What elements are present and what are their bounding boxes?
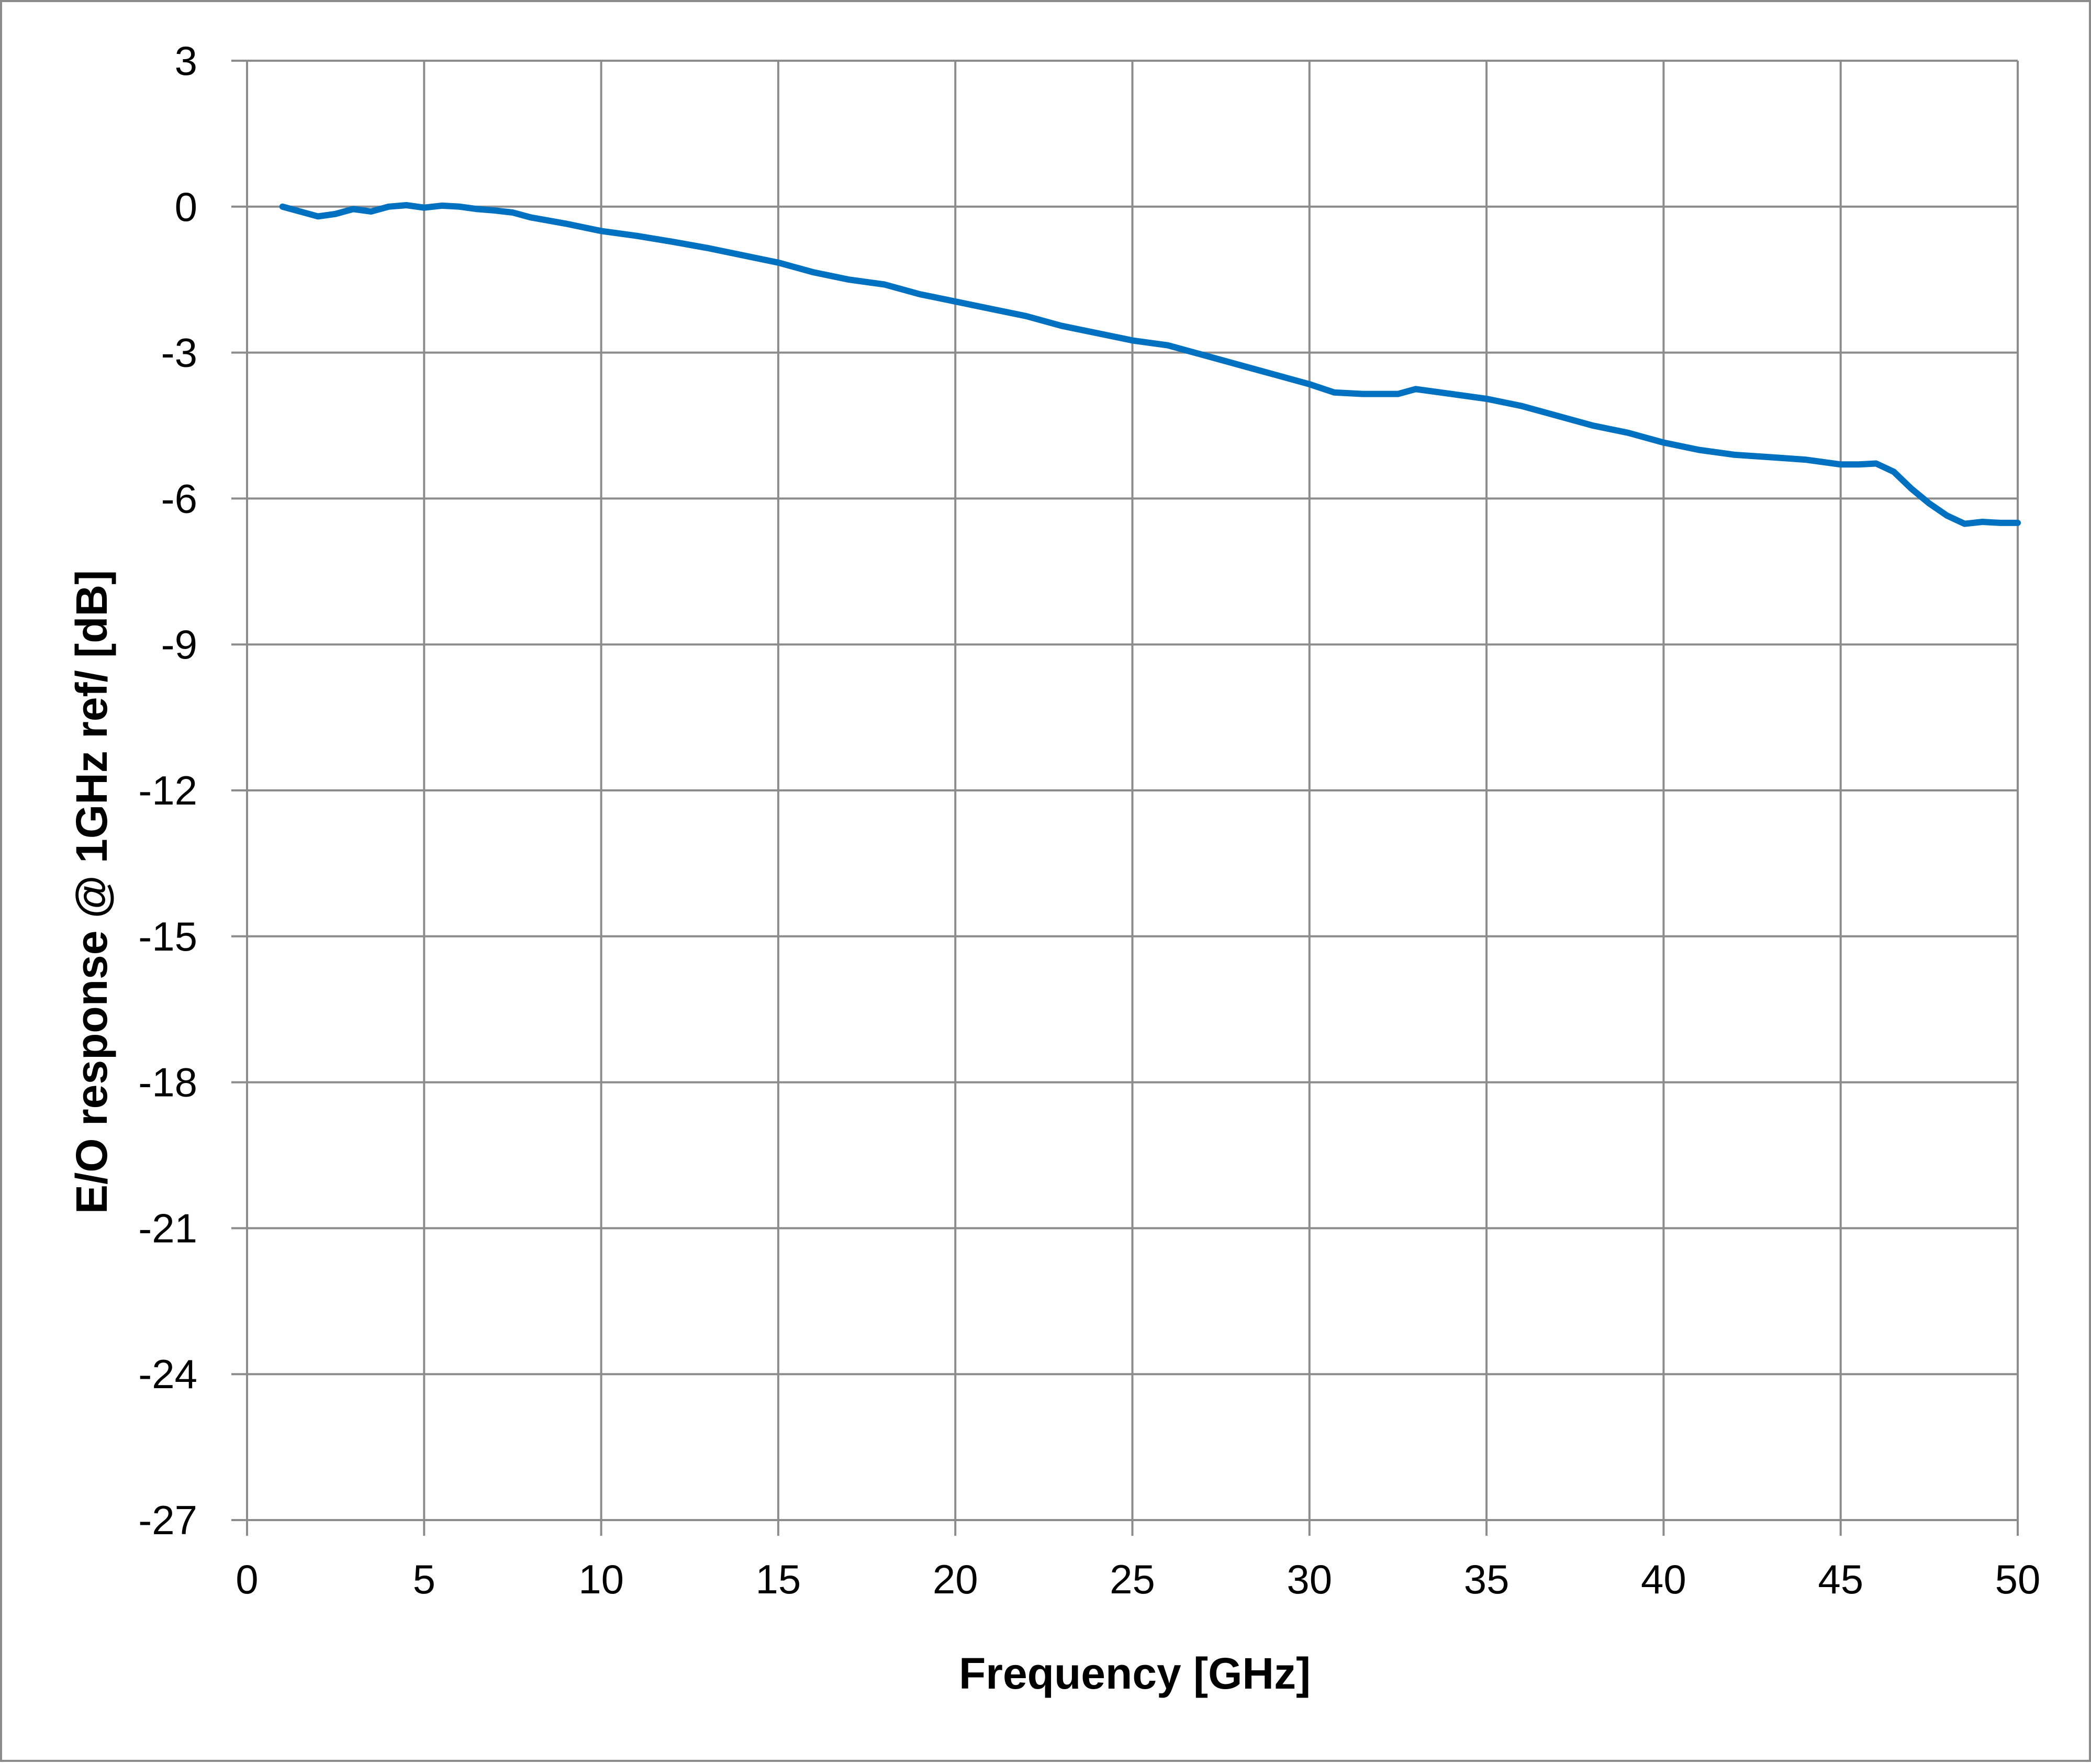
x-tick-label: 10	[578, 1556, 624, 1602]
tick-layer: 30-3-6-9-12-15-18-21-24-270 5 10 15 20 25 30 35…	[138, 38, 2040, 1602]
grid-layer	[231, 60, 2019, 1536]
x-tick-label: 40	[1641, 1556, 1686, 1602]
x-tick-label: 45	[1818, 1556, 1863, 1602]
series-layer	[279, 202, 2021, 527]
y-tick-label: -15	[138, 913, 197, 959]
y-tick-label: -6	[161, 475, 197, 521]
x-tick-label: 0	[236, 1556, 258, 1602]
y-tick-label: 0	[175, 184, 197, 230]
y-tick-label: -27	[138, 1497, 197, 1543]
x-axis-title: Frequency [GHz]	[959, 1649, 1311, 1698]
x-tick-label: 30	[1287, 1556, 1332, 1602]
y-tick-label: -21	[138, 1205, 197, 1251]
y-tick-label: 3	[175, 38, 197, 84]
y-tick-label: -24	[138, 1351, 197, 1397]
x-tick-label: 20	[933, 1556, 978, 1602]
y-tick-label: -9	[161, 621, 197, 667]
y-tick-label: -12	[138, 767, 197, 813]
x-tick-label: 5	[413, 1556, 435, 1602]
y-axis-title: E/O response @ 1GHz ref/ [dB]	[67, 570, 116, 1214]
x-tick-label: 50	[1995, 1556, 2041, 1602]
y-tick-label: -3	[161, 330, 197, 376]
x-tick-label: 15	[756, 1556, 801, 1602]
x-tick-label: 25	[1110, 1556, 1155, 1602]
series-line	[279, 202, 2021, 527]
y-tick-label: -18	[138, 1059, 197, 1106]
x-tick-label: 35	[1464, 1556, 1509, 1602]
